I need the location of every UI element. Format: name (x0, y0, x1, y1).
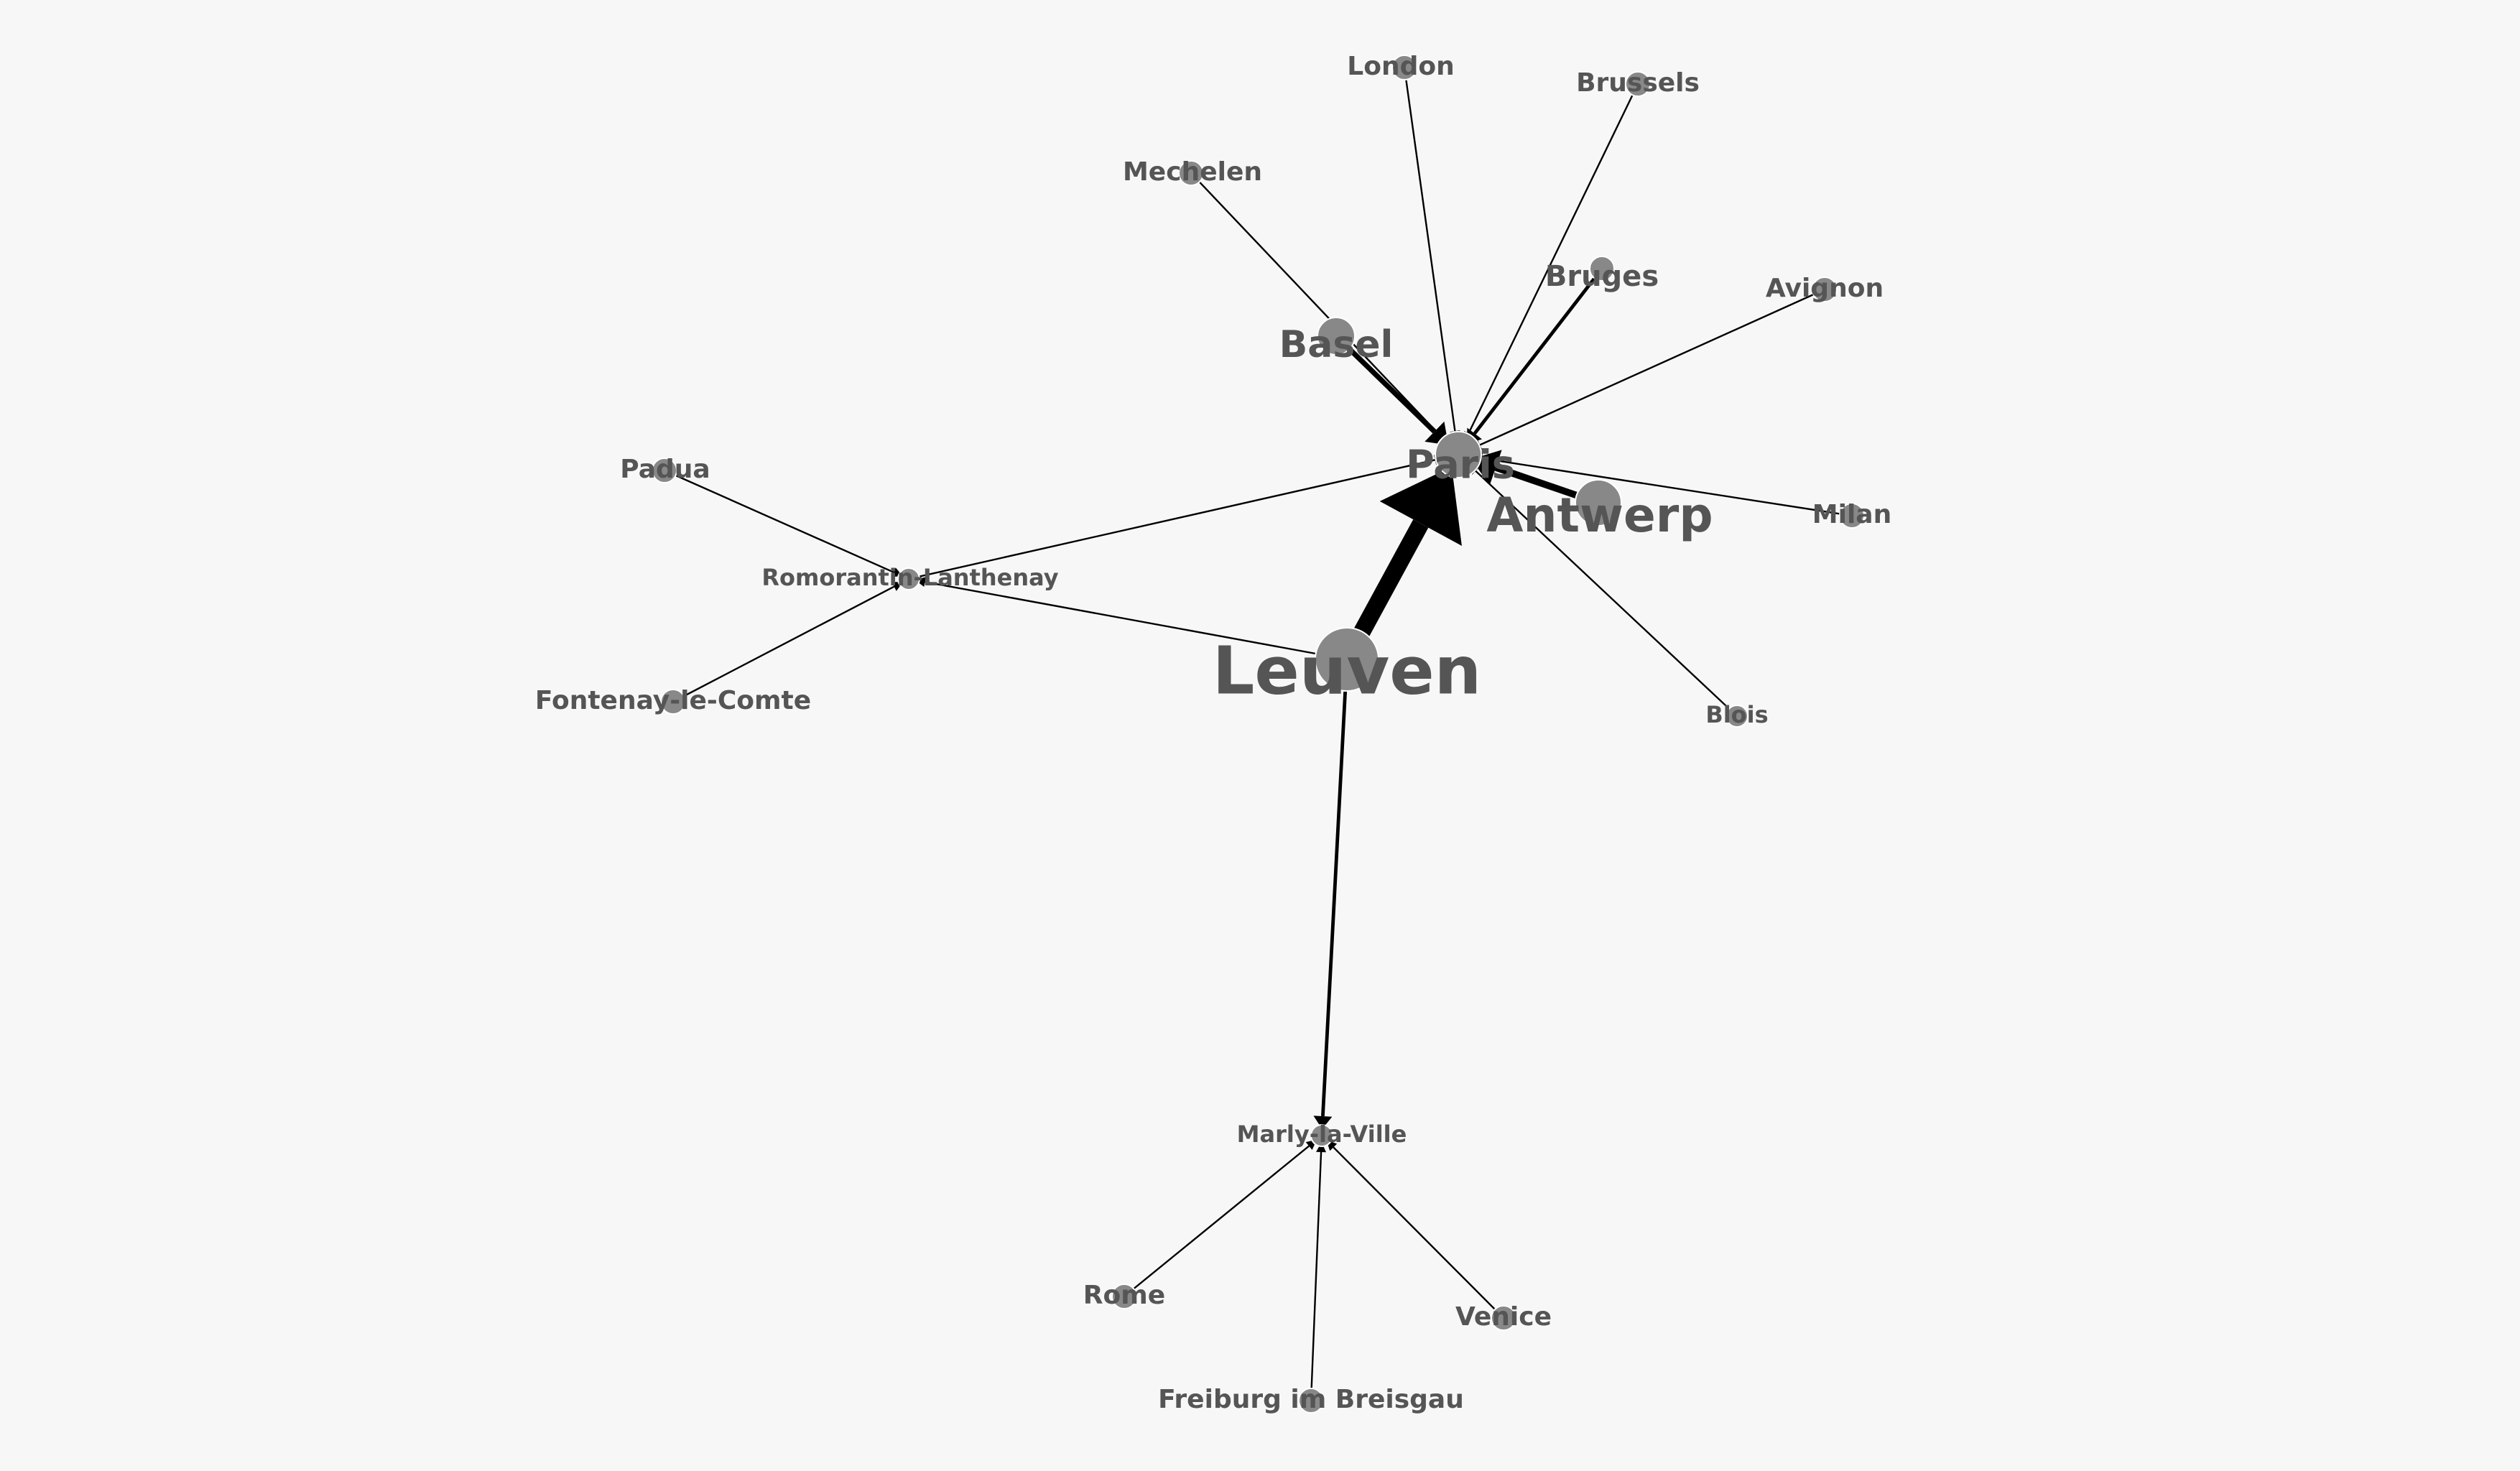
node-label-basel: Basel (1279, 323, 1394, 366)
node-label-venice: Venice (1455, 1302, 1552, 1332)
node-label-milan: Milan (1812, 500, 1891, 529)
node-label-bruges: Bruges (1545, 260, 1659, 293)
node-label-london: London (1347, 52, 1454, 81)
edge-leuven-to-romorantin (925, 580, 1348, 661)
edge-brussels-to-paris (1468, 83, 1639, 434)
node-venice[interactable] (1491, 1305, 1516, 1331)
node-label-avignon: Avignon (1766, 274, 1884, 303)
node-bruges[interactable] (1589, 256, 1615, 282)
node-label-blois: Blois (1705, 701, 1768, 728)
nodes-layer (652, 55, 1865, 1414)
edge-basel-to-paris (1334, 334, 1437, 434)
edge-bruges-to-paris (1473, 267, 1603, 435)
node-label-padua: Padua (620, 455, 710, 484)
node-romorantin[interactable] (897, 567, 920, 590)
node-label-freiburg: Freiburg im Breisgau (1158, 1385, 1464, 1414)
node-rome[interactable] (1111, 1284, 1137, 1309)
edge-milan-to-paris (1481, 457, 1853, 517)
node-label-mechelen: Mechelen (1123, 157, 1262, 187)
arrowhead-leuven-to-paris (1379, 466, 1462, 546)
node-leuven[interactable] (1315, 627, 1379, 692)
arrowhead-leuven-to-marly (1313, 1115, 1333, 1130)
node-label-leuven: Leuven (1213, 632, 1481, 709)
edge-romorantin-to-paris (908, 459, 1435, 580)
node-paris[interactable] (1435, 431, 1482, 478)
node-label-paris: Paris (1406, 442, 1515, 488)
arrowhead-freiburg-to-marly (1316, 1141, 1327, 1153)
edge-padua-to-romorantin (664, 469, 894, 573)
node-blois[interactable] (1725, 705, 1748, 728)
node-london[interactable] (1391, 55, 1417, 80)
node-milan[interactable] (1839, 503, 1865, 529)
node-label-antwerp: Antwerp (1486, 488, 1713, 543)
edge-fontenay-to-romorantin (672, 585, 895, 703)
edge-leuven-to-marly (1321, 659, 1349, 1117)
node-fontenay[interactable] (660, 689, 686, 715)
node-label-brussels: Brussels (1576, 68, 1700, 98)
node-basel[interactable] (1317, 317, 1356, 356)
edge-rome-to-marly (1124, 1145, 1310, 1297)
node-avignon[interactable] (1812, 277, 1838, 302)
node-label-marly: Marly-la-Ville (1237, 1120, 1407, 1148)
node-label-rome: Rome (1083, 1281, 1165, 1310)
edge-london-to-paris (1403, 67, 1456, 432)
edge-avignon-to-paris (1479, 288, 1825, 446)
edge-venice-to-marly (1333, 1146, 1504, 1319)
node-marly[interactable] (1310, 1124, 1333, 1147)
node-label-fontenay: Fontenay-le-Comte (535, 686, 811, 715)
node-label-romorantin: Romorantin-Lanthenay (761, 564, 1058, 591)
edges-layer (664, 67, 1853, 1401)
edge-mechelen-to-paris (1190, 172, 1443, 438)
node-mechelen[interactable] (1178, 160, 1204, 186)
node-padua[interactable] (652, 458, 677, 483)
node-antwerp[interactable] (1575, 479, 1622, 526)
node-brussels[interactable] (1625, 71, 1651, 97)
node-freiburg[interactable] (1298, 1388, 1324, 1414)
edge-freiburg-to-marly (1310, 1151, 1322, 1401)
edge-blois-to-paris (1475, 470, 1738, 717)
